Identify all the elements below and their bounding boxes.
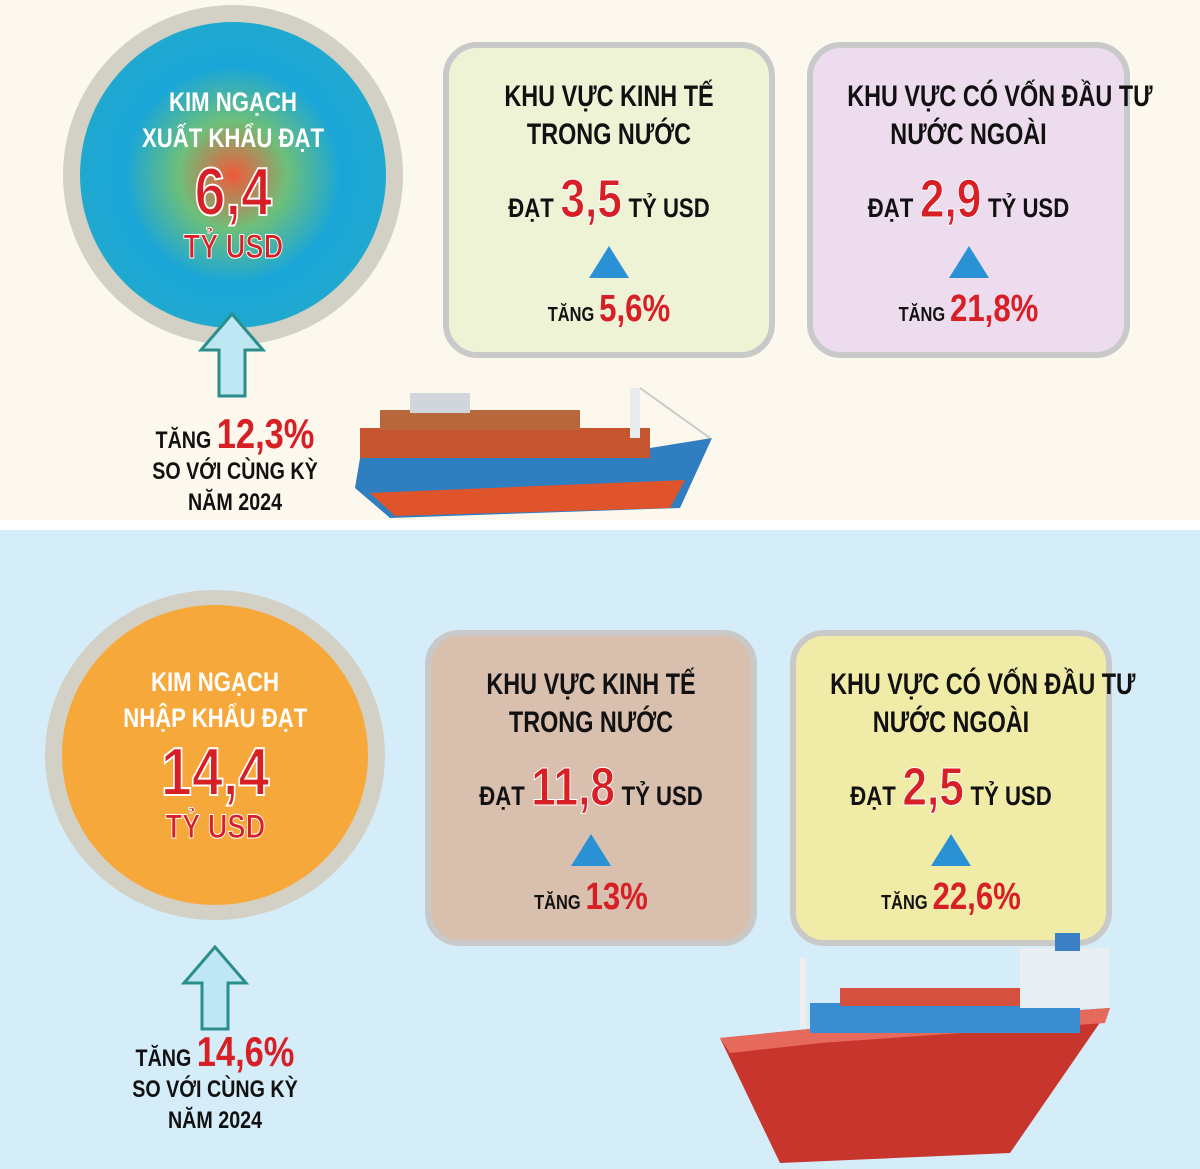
import-circle-line1: KIM NGẠCH [151, 666, 279, 697]
import-growth-line2: SO VỚI CÙNG KỲ [132, 1076, 298, 1103]
export-growth-prefix: TĂNG [155, 427, 212, 454]
up-triangle-icon [948, 246, 989, 278]
container-ship-image [355, 387, 712, 518]
import-total-unit: TỶ USD [165, 807, 266, 846]
box-value: 2,9 [919, 169, 982, 230]
import-total-value: 14,4 [160, 733, 270, 810]
import-growth-prefix: TĂNG [135, 1045, 192, 1072]
export-growth-line3: NĂM 2024 [187, 489, 283, 516]
box-title: KHU VỰC KINH TẾ TRONG NƯỚC [504, 80, 714, 151]
box-value-row: ĐẠT 2,5 TỶ USD [850, 757, 1052, 818]
box-increase: TĂNG 5,6% [547, 288, 671, 330]
up-triangle-icon [931, 834, 971, 866]
box-increase: TĂNG 22,6% [881, 876, 1021, 918]
import-domestic-box: KHU VỰC KINH TẾ TRONG NƯỚC ĐẠT 11,8 TỶ USD … [425, 630, 757, 946]
export-domestic-box: KHU VỰC KINH TẾ TRONG NƯỚC ĐẠT 3,5 TỶ USD T… [443, 42, 775, 358]
export-total-unit: TỶ USD [183, 227, 284, 266]
box-value: 3,5 [560, 169, 622, 230]
export-growth-value: 12,3% [216, 410, 315, 457]
export-circle: KIM NGẠCH XUẤT KHẨU ĐẠT 6,4 TỶ USD [80, 22, 386, 328]
import-circle: KIM NGẠCH NHẬP KHẨU ĐẠT 14,4 TỶ USD [62, 605, 368, 905]
export-growth-line2: SO VỚI CÙNG KỲ [152, 458, 318, 485]
import-growth-note: TĂNG 14,6% SO VỚI CÙNG KỲ NĂM 2024 [121, 1031, 310, 1136]
import-circle-line2: NHẬP KHẨU ĐẠT [122, 702, 308, 733]
box-value-row: ĐẠT 11,8 TỶ USD [479, 757, 703, 818]
import-growth-value: 14,6% [196, 1028, 295, 1075]
import-fdi-box: KHU VỰC CÓ VỐN ĐẦU TƯ NƯỚC NGOÀI ĐẠT 2,5 TỶ… [790, 630, 1136, 946]
up-arrow-icon [197, 312, 267, 398]
export-fdi-box: KHU VỰC CÓ VỐN ĐẦU TƯ NƯỚC NGOÀI ĐẠT 2,9 TỶ… [807, 42, 1153, 358]
up-triangle-icon [589, 246, 629, 278]
up-arrow-icon [180, 945, 250, 1031]
box-title: KHU VỰC CÓ VỐN ĐẦU TƯ NƯỚC NGOÀI [830, 668, 1136, 739]
import-growth-line3: NĂM 2024 [167, 1107, 263, 1134]
box-value: 2,5 [902, 757, 964, 818]
box-value-row: ĐẠT 2,9 TỶ USD [867, 169, 1070, 230]
box-increase: TĂNG 21,8% [898, 288, 1039, 330]
up-triangle-icon [571, 834, 611, 866]
box-title: KHU VỰC KINH TẾ TRONG NƯỚC [486, 668, 696, 739]
box-increase: TĂNG 13% [534, 876, 648, 918]
box-value-row: ĐẠT 3,5 TỶ USD [508, 169, 710, 230]
export-circle-line2: XUẤT KHẨU ĐẠT [141, 122, 325, 153]
box-value: 11,8 [531, 757, 616, 818]
export-total-value: 6,4 [193, 153, 272, 230]
export-circle-line1: KIM NGẠCH [169, 86, 297, 117]
container-ship-image [720, 933, 1110, 1163]
export-growth-note: TĂNG 12,3% SO VỚI CÙNG KỲ NĂM 2024 [141, 413, 330, 518]
box-title: KHU VỰC CÓ VỐN ĐẦU TƯ NƯỚC NGOÀI [847, 80, 1153, 151]
